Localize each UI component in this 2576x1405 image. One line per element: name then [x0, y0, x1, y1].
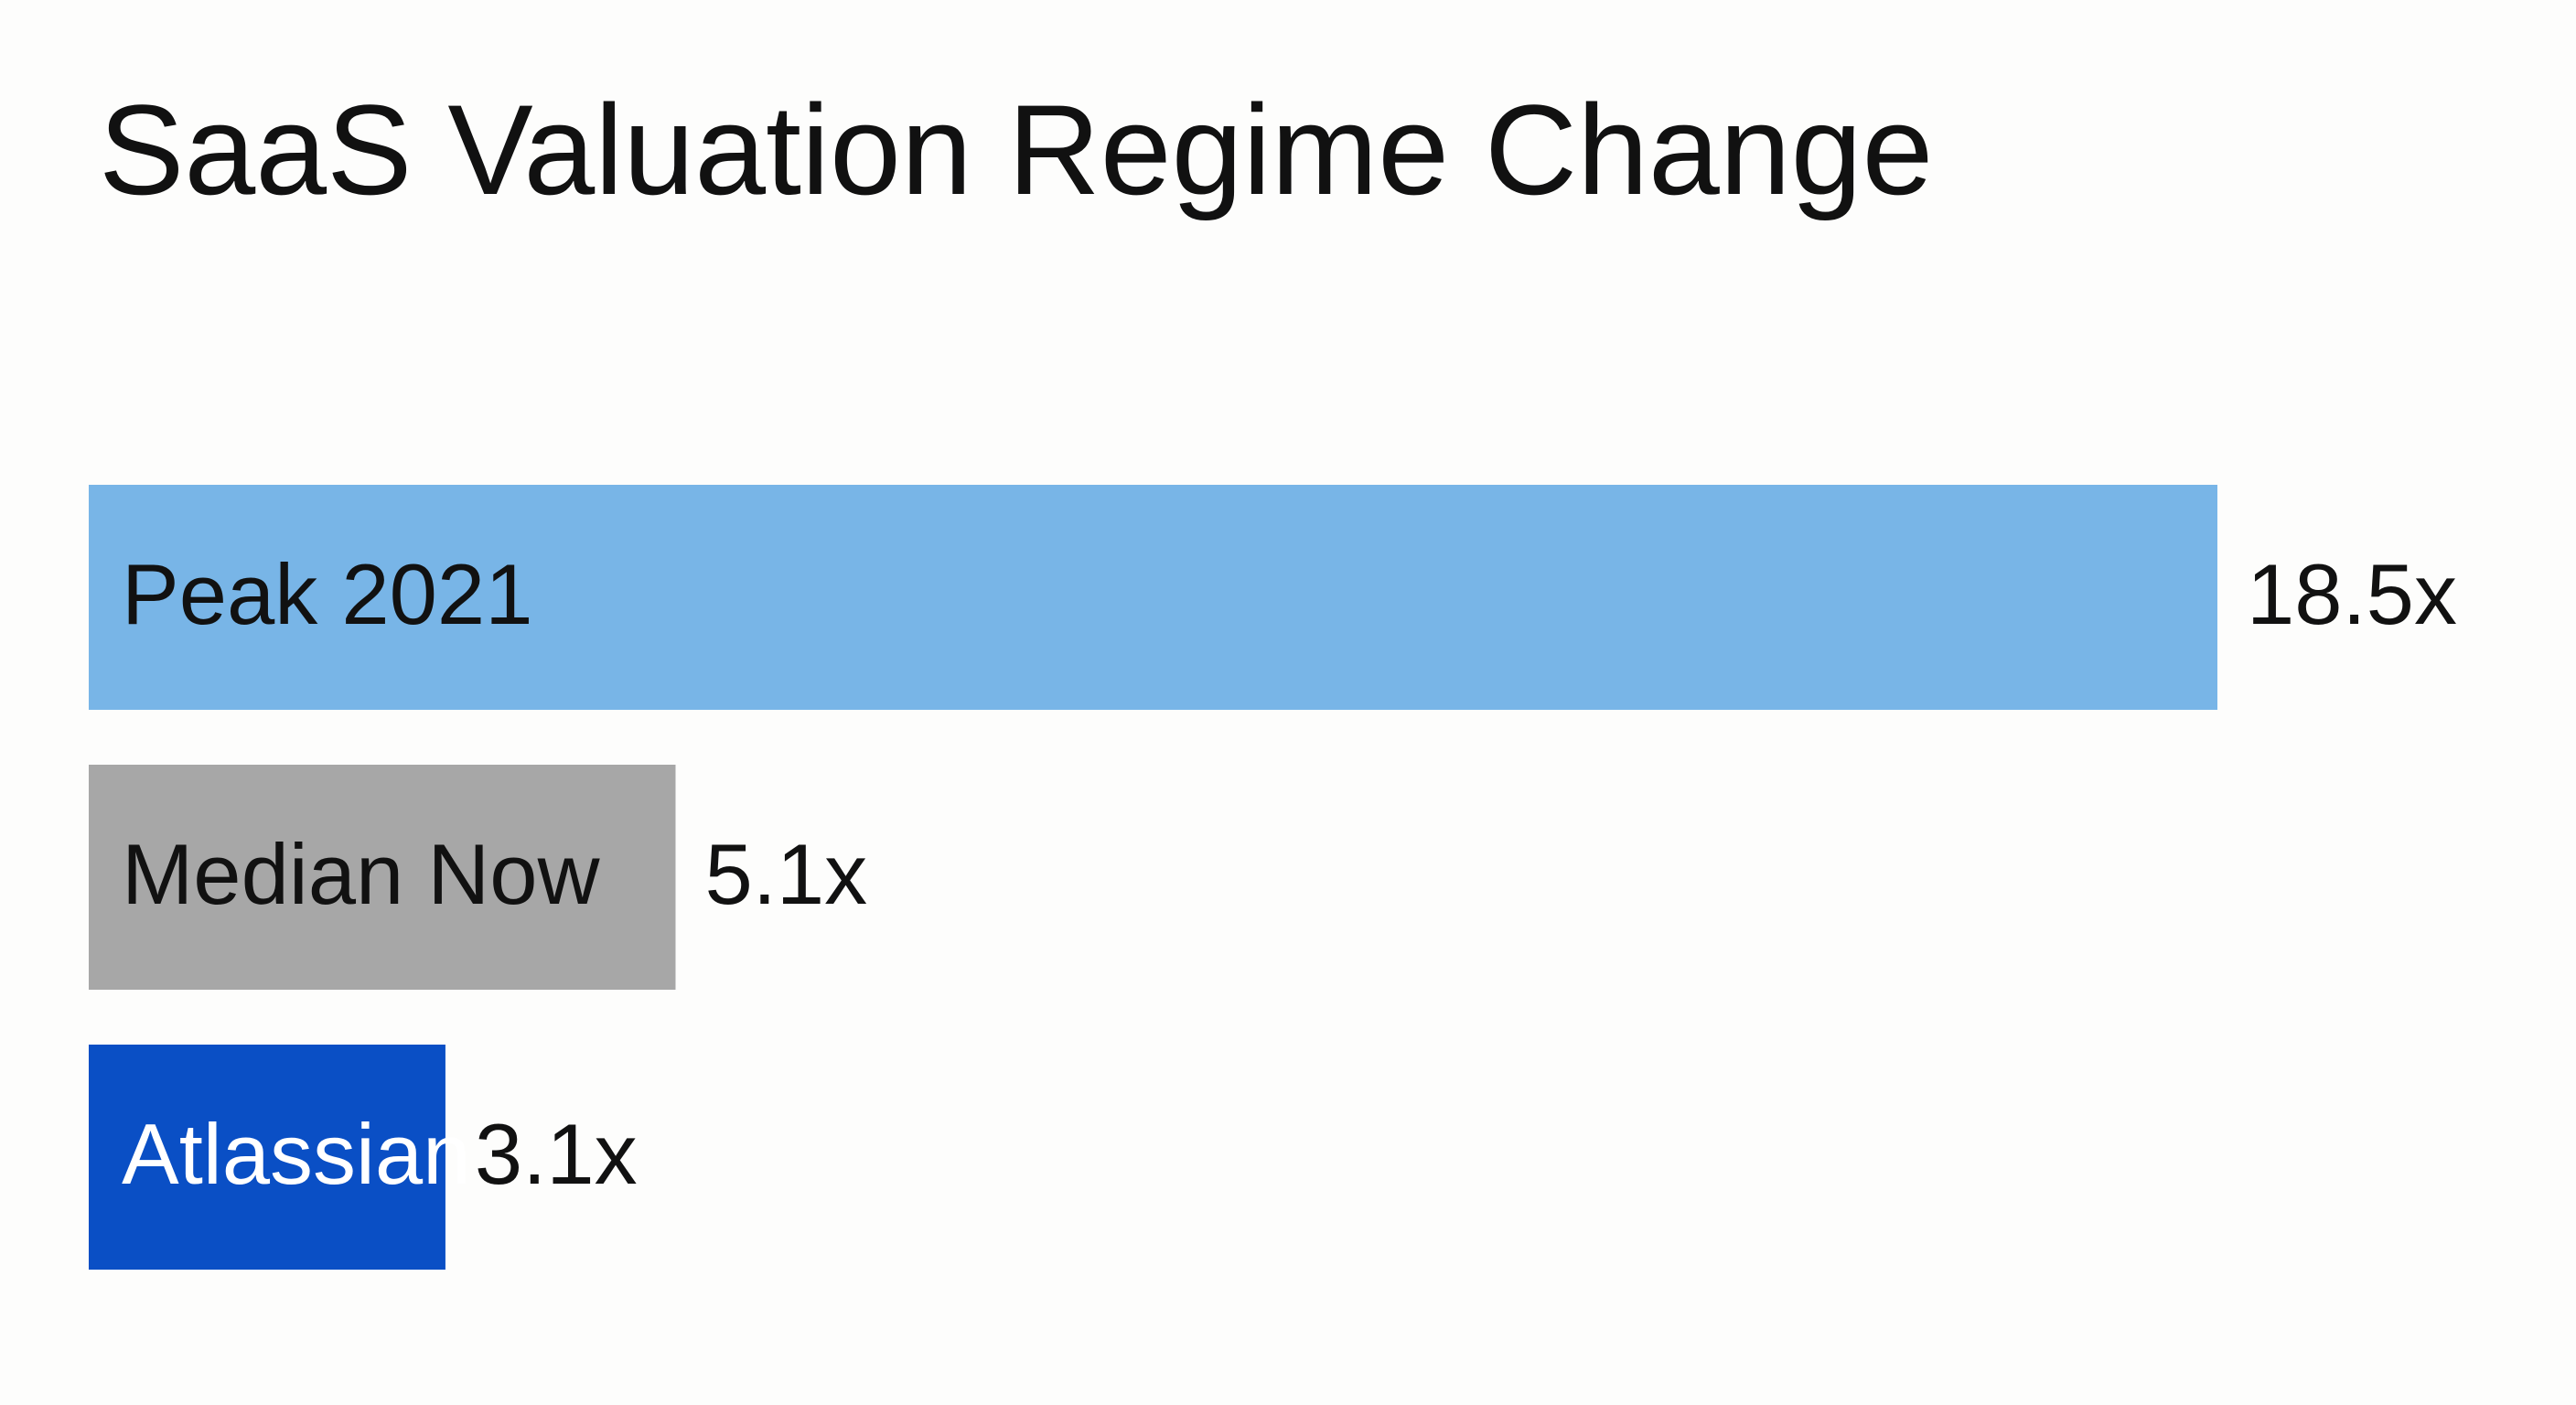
bar	[89, 1045, 445, 1270]
value-label: 3.1x	[475, 1106, 638, 1202]
chart-title: SaaS Valuation Regime Change	[99, 78, 1933, 221]
value-label: 5.1x	[704, 826, 867, 922]
category-label: Median Now	[122, 826, 601, 922]
category-label: Peak 2021	[122, 546, 532, 642]
category-label: Atlassian	[122, 1106, 470, 1202]
value-label: 18.5x	[2247, 546, 2457, 642]
bar	[89, 765, 676, 990]
bar	[89, 485, 2217, 710]
